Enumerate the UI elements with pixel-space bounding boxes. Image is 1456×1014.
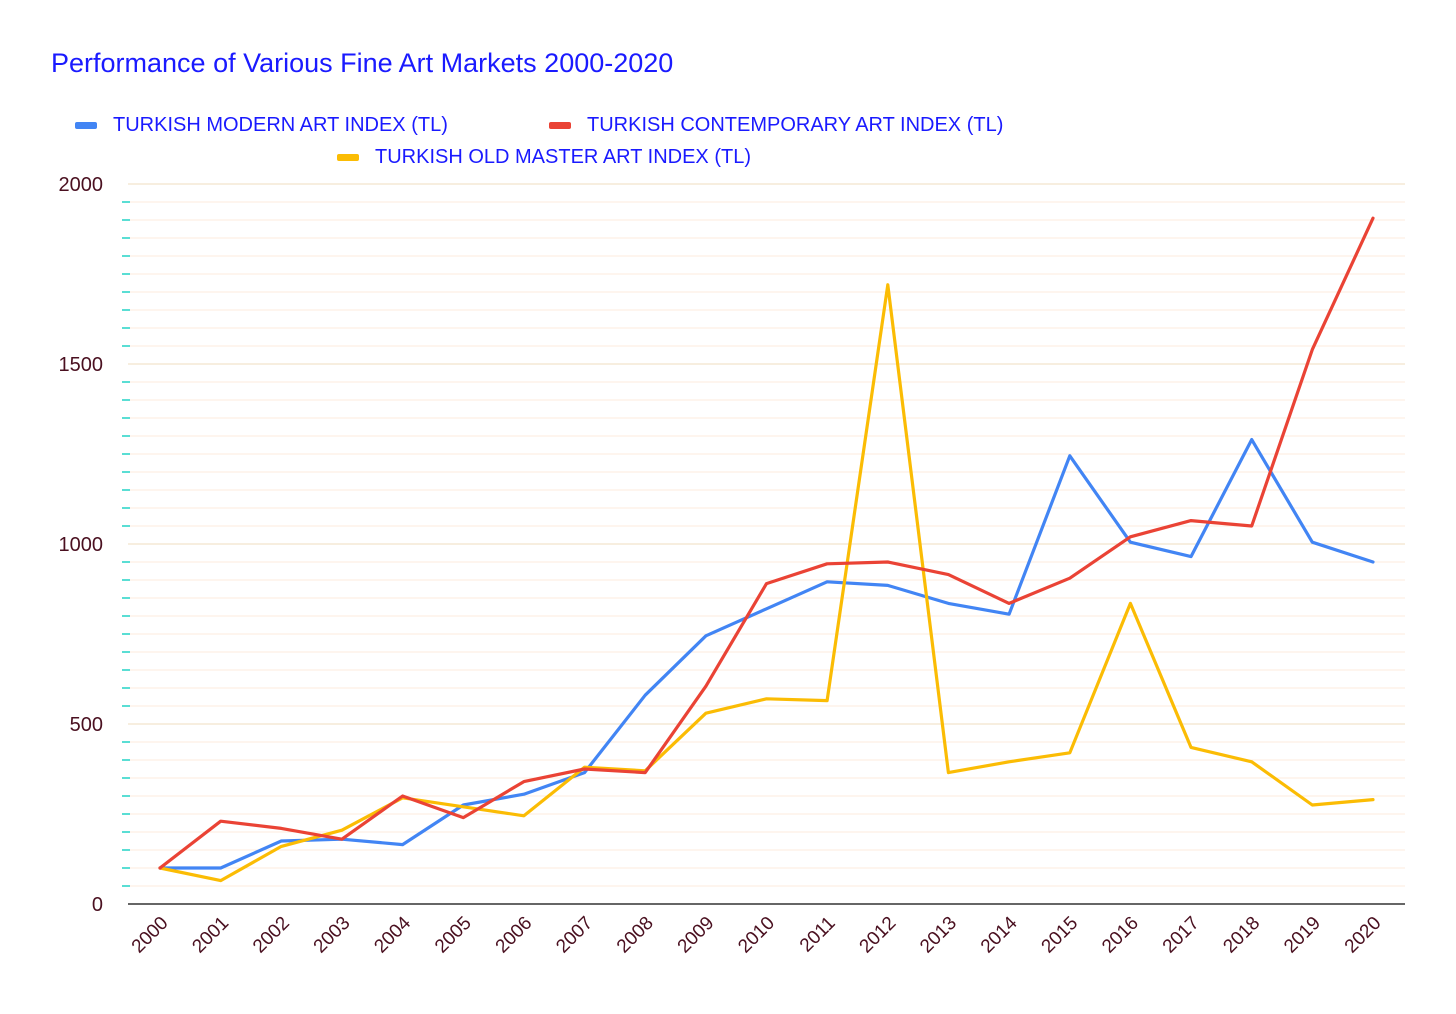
y-tick-label: 0 bbox=[92, 894, 103, 916]
x-tick-label: 2018 bbox=[1219, 913, 1264, 958]
legend-item-old-master[interactable]: TURKISH OLD MASTER ART INDEX (TL) bbox=[337, 146, 751, 169]
legend-swatch-modern bbox=[75, 122, 97, 129]
x-tick-label: 2014 bbox=[977, 912, 1022, 957]
series-line-modern[interactable] bbox=[158, 438, 1375, 870]
x-tick-label: 2001 bbox=[188, 913, 233, 958]
grid-lines bbox=[128, 183, 1405, 887]
x-tick-label: 2007 bbox=[552, 913, 597, 958]
x-tick-label: 2019 bbox=[1280, 913, 1325, 958]
series-line-contemporary[interactable] bbox=[158, 216, 1375, 870]
x-tick-label: 2002 bbox=[249, 913, 294, 958]
x-tick-label: 2017 bbox=[1159, 913, 1204, 958]
x-tick-label: 2015 bbox=[1038, 913, 1083, 958]
y-tick-label: 1000 bbox=[59, 534, 104, 556]
x-tick-label: 2003 bbox=[310, 913, 355, 958]
x-tick-label: 2005 bbox=[431, 913, 476, 958]
x-tick-label: 2013 bbox=[916, 913, 961, 958]
x-tick-label: 2020 bbox=[1341, 913, 1386, 958]
x-tick-label: 2004 bbox=[370, 912, 415, 957]
x-tick-label: 2009 bbox=[674, 913, 719, 958]
legend-item-contemporary[interactable]: TURKISH CONTEMPORARY ART INDEX (TL) bbox=[549, 114, 1003, 137]
y-minor-ticks bbox=[122, 201, 130, 887]
x-tick-label: 2011 bbox=[796, 913, 840, 957]
x-tick-label: 2006 bbox=[492, 913, 537, 958]
x-tick-label: 2000 bbox=[128, 913, 173, 958]
legend-swatch-old-master bbox=[337, 154, 359, 161]
legend-label-old-master: TURKISH OLD MASTER ART INDEX (TL) bbox=[375, 146, 751, 168]
y-tick-label: 2000 bbox=[59, 174, 104, 196]
x-tick-label: 2016 bbox=[1098, 913, 1143, 958]
legend-item-modern[interactable]: TURKISH MODERN ART INDEX (TL) bbox=[75, 114, 448, 137]
legend-swatch-contemporary bbox=[549, 122, 571, 129]
x-tick-label: 2012 bbox=[856, 913, 901, 958]
legend-label-modern: TURKISH MODERN ART INDEX (TL) bbox=[113, 114, 448, 136]
series-line-old-master[interactable] bbox=[158, 283, 1375, 883]
legend-label-contemporary: TURKISH CONTEMPORARY ART INDEX (TL) bbox=[587, 114, 1004, 136]
series-lines bbox=[158, 216, 1375, 883]
x-axis-ticks: 2000 2001 2002 2003 2004 2005 2006 2007 2008 2009… bbox=[128, 912, 1386, 957]
x-tick-label: 2010 bbox=[734, 913, 779, 958]
y-axis-ticks: 0 500 1000 1500 2000 bbox=[59, 174, 104, 916]
y-tick-label: 1500 bbox=[59, 354, 104, 376]
y-tick-label: 500 bbox=[70, 714, 103, 736]
x-tick-label: 2008 bbox=[613, 913, 658, 958]
chart-title: Performance of Various Fine Art Markets … bbox=[51, 48, 674, 78]
